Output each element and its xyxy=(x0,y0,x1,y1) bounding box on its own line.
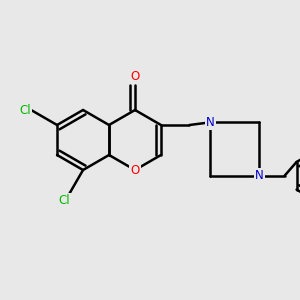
Text: O: O xyxy=(130,164,140,176)
Text: Cl: Cl xyxy=(19,103,31,116)
Text: O: O xyxy=(130,70,140,83)
Text: N: N xyxy=(255,169,263,182)
Text: N: N xyxy=(206,116,215,129)
Text: Cl: Cl xyxy=(58,194,70,208)
